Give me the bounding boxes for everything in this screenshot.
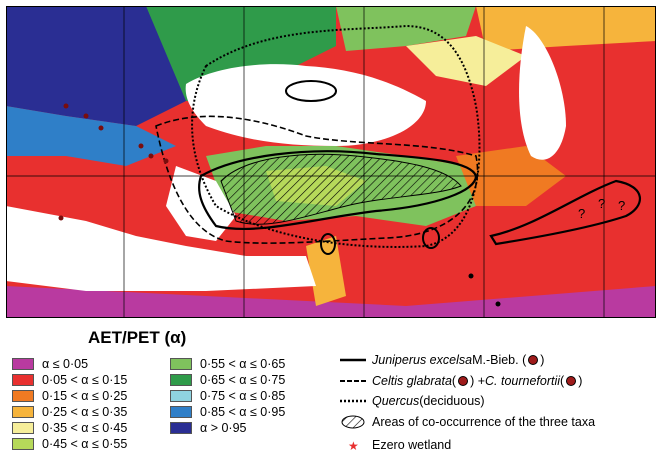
tournefortii-symbol	[566, 376, 577, 386]
star-symbol: ★	[348, 439, 359, 451]
legend-swatch	[12, 373, 34, 386]
aegean-sea	[166, 166, 236, 241]
legend-swatch	[170, 389, 192, 402]
legend-co-occurrence: Areas of co-occurrence of the three taxa	[340, 415, 595, 429]
legend-swatch	[170, 421, 192, 434]
occurrence-dot	[138, 143, 144, 149]
question-mark-1: ?	[578, 206, 585, 221]
levant-zone	[306, 236, 346, 306]
occurrence-dot	[98, 125, 104, 131]
legend-class-3: 0·15 < α ≤ 0·25	[12, 389, 127, 403]
quercus-range	[191, 24, 481, 248]
legend-class-1: α ≤ 0·05	[12, 357, 88, 371]
legend-swatch	[170, 405, 192, 418]
legend-juniperus: Juniperus excelsa M.-Bieb. ()	[340, 353, 544, 367]
juniperus-range-small-1	[422, 227, 440, 249]
legend-title: AET/PET (α)	[88, 328, 187, 347]
juniperus-range-main	[198, 150, 478, 231]
legend-class-7: 0·55 < α ≤ 0·65	[170, 357, 285, 371]
occurrence-dot	[163, 158, 169, 164]
juniperus-symbol	[528, 355, 539, 365]
extreme-dry-south	[6, 286, 656, 318]
svg-text:★: ★	[348, 439, 359, 451]
legend-swatch	[12, 405, 34, 418]
solid-line-symbol	[340, 358, 366, 362]
occurrence-dot	[63, 103, 69, 109]
semi-dry-zone-ne	[476, 6, 656, 51]
legend-swatch	[170, 357, 192, 370]
celtis-symbol	[458, 376, 469, 386]
legend-class-2: 0·05 < α ≤ 0·15	[12, 373, 127, 387]
question-mark-3: ?	[618, 198, 625, 213]
legend-class-5: 0·35 < α ≤ 0·45	[12, 421, 127, 435]
legend-class-8: 0·65 < α ≤ 0·75	[170, 373, 285, 387]
wet-zone-balkan	[6, 106, 176, 166]
legend-class-6: 0·45 < α ≤ 0·55	[12, 437, 127, 451]
legend-ezero: ★ Ezero wetland	[340, 438, 451, 452]
legend-class-10: 0·85 < α ≤ 0·95	[170, 405, 285, 419]
legend-class-4: 0·25 < α ≤ 0·35	[12, 405, 127, 419]
mediterranean-sea	[6, 206, 316, 291]
green-zone-north	[146, 6, 336, 101]
occurrence-dot	[58, 215, 64, 221]
legend-swatch	[12, 389, 34, 402]
co-occurrence-area	[220, 153, 462, 225]
question-mark-2: ?	[598, 196, 605, 211]
occurrence-dot	[495, 301, 501, 307]
green-zone-northeast	[336, 6, 476, 51]
legend-celtis: Celtis glabrata () + C. tournefortii ()	[340, 374, 582, 388]
legend-class-9: 0·75 < α ≤ 0·85	[170, 389, 285, 403]
climate-map: ? ? ?	[6, 6, 656, 318]
legend-swatch	[12, 437, 34, 450]
legend-swatch	[170, 373, 192, 386]
occurrence-dot	[148, 153, 154, 159]
occurrence-dot	[468, 273, 474, 279]
map-canvas: ? ? ?	[6, 6, 656, 318]
map-frame	[6, 6, 656, 318]
legend-swatch	[12, 421, 34, 434]
dotted-line-symbol	[340, 399, 366, 403]
juniperus-range-crimea	[285, 80, 337, 102]
juniperus-range-east	[489, 179, 642, 246]
legend-swatch	[12, 357, 34, 370]
legend-quercus: Quercus (deciduous)	[340, 394, 485, 408]
occurrence-dot	[83, 113, 89, 119]
legend-class-11: α > 0·95	[170, 421, 247, 435]
black-sea	[185, 64, 426, 146]
hatch-symbol	[341, 415, 365, 429]
caspian-sea	[519, 26, 566, 160]
celtis-range	[155, 115, 479, 244]
dashed-line-symbol	[340, 380, 366, 382]
semi-zone-caspian	[406, 36, 526, 86]
